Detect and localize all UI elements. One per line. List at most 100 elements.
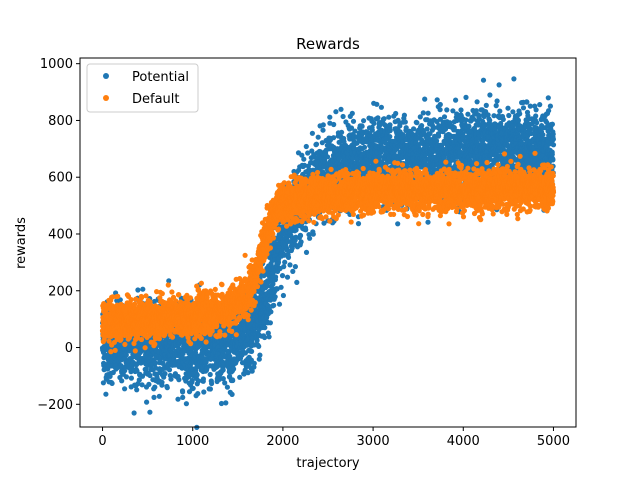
data-point [103, 391, 109, 397]
data-point [480, 77, 487, 83]
data-point [524, 99, 530, 105]
data-point [222, 380, 228, 386]
data-point [441, 114, 448, 120]
data-point [262, 334, 268, 341]
data-point [276, 301, 283, 307]
data-point [209, 380, 215, 387]
data-point [249, 348, 255, 354]
data-point [340, 113, 346, 120]
data-point [386, 114, 392, 120]
data-point [465, 111, 471, 117]
data-point [267, 320, 273, 326]
data-point [152, 360, 158, 366]
data-point [256, 343, 262, 349]
data-point [190, 385, 196, 391]
data-point [146, 381, 152, 387]
data-point [331, 135, 337, 141]
data-point [494, 98, 500, 104]
data-point [195, 391, 201, 397]
data-point [131, 410, 137, 416]
data-point [387, 122, 393, 128]
data-point [301, 156, 307, 162]
data-point [272, 294, 278, 300]
data-point [159, 379, 165, 385]
data-point [474, 99, 480, 105]
data-point [223, 400, 229, 406]
data-point [231, 366, 237, 372]
data-point [195, 378, 201, 384]
data-point [189, 377, 195, 384]
data-point [166, 367, 173, 373]
data-point [506, 112, 512, 119]
data-point [254, 337, 260, 344]
data-point [381, 116, 387, 122]
data-point [237, 374, 243, 380]
data-point [487, 117, 493, 123]
data-point [294, 279, 300, 285]
data-point [309, 130, 315, 136]
data-point [375, 115, 381, 121]
data-point [218, 400, 225, 407]
data-point [144, 399, 150, 405]
data-point [180, 389, 186, 395]
data-point [331, 121, 337, 128]
data-point [285, 254, 292, 260]
data-point [303, 249, 310, 255]
data-point [135, 287, 141, 293]
data-point [230, 377, 236, 384]
data-point [540, 132, 546, 138]
data-point [517, 111, 523, 117]
data-point [180, 394, 186, 400]
data-point [327, 114, 333, 120]
data-point [320, 127, 326, 133]
data-point [284, 274, 291, 280]
data-point [315, 134, 321, 140]
data-point [287, 262, 293, 268]
data-point [355, 221, 362, 227]
data-point [320, 122, 326, 128]
data-point [151, 298, 157, 305]
data-point [436, 133, 442, 139]
data-point [547, 103, 554, 109]
data-point [361, 144, 368, 150]
data-point [496, 82, 502, 88]
data-point [402, 119, 408, 125]
data-point [374, 101, 380, 107]
data-point [156, 393, 162, 399]
data-point [463, 94, 469, 100]
data-point [134, 387, 140, 393]
data-point [162, 371, 168, 377]
data-point [549, 121, 556, 127]
data-point [123, 352, 129, 358]
data-point [128, 375, 134, 381]
data-point [414, 120, 420, 126]
data-point [136, 377, 142, 383]
data-point [500, 116, 506, 122]
data-point [483, 102, 489, 108]
data-point [313, 141, 320, 147]
data-point [268, 309, 274, 315]
data-point [549, 151, 555, 157]
data-point [147, 409, 153, 415]
data-point [546, 108, 552, 114]
data-point [297, 233, 304, 239]
data-point [292, 264, 298, 270]
data-point [515, 117, 522, 123]
data-point [122, 386, 128, 392]
data-point [262, 325, 268, 331]
data-point [425, 219, 431, 225]
data-point [122, 368, 128, 374]
data-point [511, 76, 517, 82]
data-point [425, 110, 431, 116]
data-point [463, 117, 469, 123]
data-point [143, 366, 149, 372]
data-point [476, 113, 482, 119]
data-point [491, 113, 497, 119]
data-point [393, 110, 399, 117]
data-point [152, 384, 158, 390]
data-point [153, 365, 159, 371]
data-point [350, 118, 357, 124]
data-point [378, 104, 384, 110]
data-point [303, 227, 309, 233]
